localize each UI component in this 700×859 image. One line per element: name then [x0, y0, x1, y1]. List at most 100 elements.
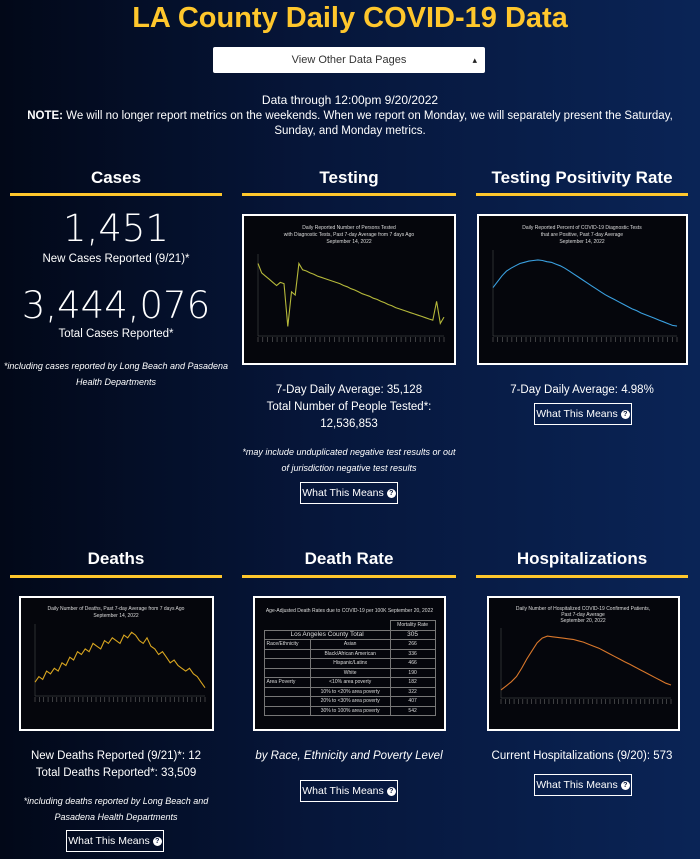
- positivity-chart-title-1: Daily Reported Percent of COVID-19 Diagn…: [522, 225, 642, 231]
- deaths-chart-title-1: Daily Number of Deaths, Past 7-day Avera…: [48, 606, 185, 612]
- cases-footnote: *including cases reported by Long Beach …: [3, 361, 229, 387]
- positivity-divider: [476, 193, 688, 196]
- table-row-value: 407: [389, 696, 436, 707]
- testing-plot-area: [257, 254, 445, 342]
- testing-avg: 7-Day Daily Average: 35,128: [275, 384, 423, 396]
- testing-title: Testing: [319, 168, 379, 187]
- testing-chart-title-1: Daily Reported Number of Persons Tested: [302, 225, 396, 231]
- table-row-name: White: [309, 667, 391, 678]
- cases-divider: [10, 193, 222, 196]
- table-row-group: Race/Ethnicity: [263, 639, 311, 650]
- mortality-rate-header: Mortality Rate: [389, 620, 436, 631]
- positivity-series-line: [492, 259, 678, 327]
- positivity-chart: Daily Reported Percent of COVID-19 Diagn…: [477, 214, 688, 365]
- table-row-value: 266: [389, 639, 436, 650]
- death-rate-title: Death Rate: [304, 549, 394, 568]
- deaths-what-this-means-button[interactable]: What This Means?: [66, 830, 164, 852]
- table-row-name: Hispanic/Latinx: [309, 658, 391, 669]
- new-cases-label: New Cases Reported (9/21)*: [42, 253, 190, 265]
- death-rate-divider: [242, 575, 456, 578]
- hospitalizations-divider: [476, 575, 688, 578]
- page-title: LA County Daily COVID-19 Data: [132, 2, 568, 34]
- hosp-chart-title-2: Past 7-day Average: [561, 612, 605, 618]
- current-hospitalizations-label: Current Hospitalizations (9/20): 573: [491, 750, 673, 762]
- new-deaths-label: New Deaths Reported (9/21)*: 12: [30, 750, 202, 762]
- cases-title: Cases: [90, 168, 142, 187]
- death-rate-chart-title: Age-Adjusted Death Rates due to COVID-19…: [265, 608, 434, 614]
- question-icon: ?: [386, 488, 396, 498]
- note-body: We will no longer report metrics on the …: [62, 110, 673, 137]
- view-other-pages-select[interactable]: View Other Data Pages ▴: [213, 47, 485, 73]
- positivity-axes: [492, 250, 677, 337]
- hospitalizations-chart: Daily Number of Hospitalized COVID-19 Co…: [487, 596, 680, 731]
- hospitalizations-series-line: [500, 635, 672, 691]
- table-row-group: Area Poverty: [263, 677, 311, 688]
- death-rate-what-this-means-button[interactable]: What This Means?: [300, 780, 398, 802]
- data-through-text: Data through 12:00pm 9/20/2022: [261, 93, 439, 107]
- table-row-name: Asian: [309, 639, 391, 650]
- table-row-value: 182: [389, 677, 436, 688]
- deaths-series-line: [34, 631, 206, 689]
- hosp-chart-title-1: Daily Number of Hospitalized COVID-19 Co…: [516, 606, 650, 612]
- positivity-plot-area: [492, 250, 678, 342]
- table-row-group: [263, 696, 311, 707]
- button-label: What This Means: [536, 779, 618, 791]
- hospitalizations-what-this-means-button[interactable]: What This Means?: [534, 774, 632, 796]
- county-total-label: Los Angeles County Total: [263, 629, 391, 640]
- positivity-chart-title-3: September 14, 2022: [559, 239, 605, 245]
- table-row-group: [263, 686, 311, 697]
- deaths-chart: Daily Number of Deaths, Past 7-day Avera…: [19, 596, 214, 731]
- county-total-value: 305: [389, 629, 436, 640]
- button-label: What This Means: [302, 487, 384, 499]
- table-row-value: 322: [389, 686, 436, 697]
- positivity-chart-title-2: that are Positive, Past 7-day Average: [541, 232, 623, 238]
- table-row-value: 542: [389, 705, 436, 716]
- deaths-footnote: *including deaths reported by Long Beach…: [23, 796, 209, 822]
- testing-divider: [242, 193, 456, 196]
- select-value: View Other Data Pages: [291, 54, 407, 66]
- positivity-avg: 7-Day Daily Average: 4.98%: [510, 384, 654, 396]
- new-cases-value: 1,451: [63, 207, 169, 250]
- deaths-title: Deaths: [87, 549, 145, 568]
- table-row-name: 30% to 100% area poverty: [309, 705, 391, 716]
- testing-chart-svg: Daily Reported Number of Persons Tested …: [257, 225, 445, 342]
- button-label: What This Means: [536, 408, 618, 420]
- table-row-name: <10% area poverty: [309, 677, 391, 688]
- hospitalizations-axes: [500, 628, 671, 699]
- testing-series-line: [257, 261, 445, 327]
- table-row-group: [263, 648, 311, 659]
- testing-what-this-means-button[interactable]: What This Means?: [300, 482, 398, 504]
- hospitalizations-chart-svg: Daily Number of Hospitalized COVID-19 Co…: [500, 606, 672, 704]
- table-row-group: [263, 667, 311, 678]
- testing-footnote: *may include unduplicated negative test …: [242, 447, 456, 473]
- table-row-value: 336: [389, 648, 436, 659]
- death-rate-subtitle: by Race, Ethnicity and Poverty Level: [255, 750, 443, 762]
- testing-total-label: Total Number of People Tested*:: [266, 401, 432, 413]
- deaths-divider: [10, 575, 222, 578]
- deaths-chart-title-2: September 14, 2022: [93, 613, 139, 619]
- death-rate-table: Mortality Rate Los Angeles County Total 3…: [263, 620, 436, 716]
- table-row-group: [263, 658, 311, 669]
- table-row-value: 190: [389, 667, 436, 678]
- updown-arrow-icon: ▴: [472, 55, 477, 65]
- positivity-title: Testing Positivity Rate: [491, 168, 673, 187]
- testing-axes: [257, 254, 444, 337]
- hosp-chart-title-3: September 20, 2022: [560, 618, 606, 624]
- positivity-chart-svg: Daily Reported Percent of COVID-19 Diagn…: [492, 225, 678, 342]
- question-icon: ?: [386, 786, 396, 796]
- deaths-plot-area: [34, 624, 206, 702]
- button-label: What This Means: [302, 785, 384, 797]
- positivity-what-this-means-button[interactable]: What This Means?: [534, 403, 632, 425]
- note-text: NOTE: We will no longer report metrics o…: [10, 109, 690, 139]
- testing-chart-title-2: with Diagnostic Tests, Past 7-day Averag…: [284, 232, 415, 238]
- table-row-name: 20% to <30% area poverty: [309, 696, 391, 707]
- hospitalizations-plot-area: [500, 628, 672, 704]
- note-label: NOTE:: [27, 110, 63, 122]
- question-icon: ?: [620, 409, 630, 419]
- table-row-name: Black/African American: [309, 648, 391, 659]
- testing-chart: Daily Reported Number of Persons Tested …: [242, 214, 456, 365]
- button-label: What This Means: [68, 835, 150, 847]
- question-icon: ?: [620, 780, 630, 790]
- total-cases-value: 3,444,076: [21, 284, 211, 327]
- table-row-group: [263, 705, 311, 716]
